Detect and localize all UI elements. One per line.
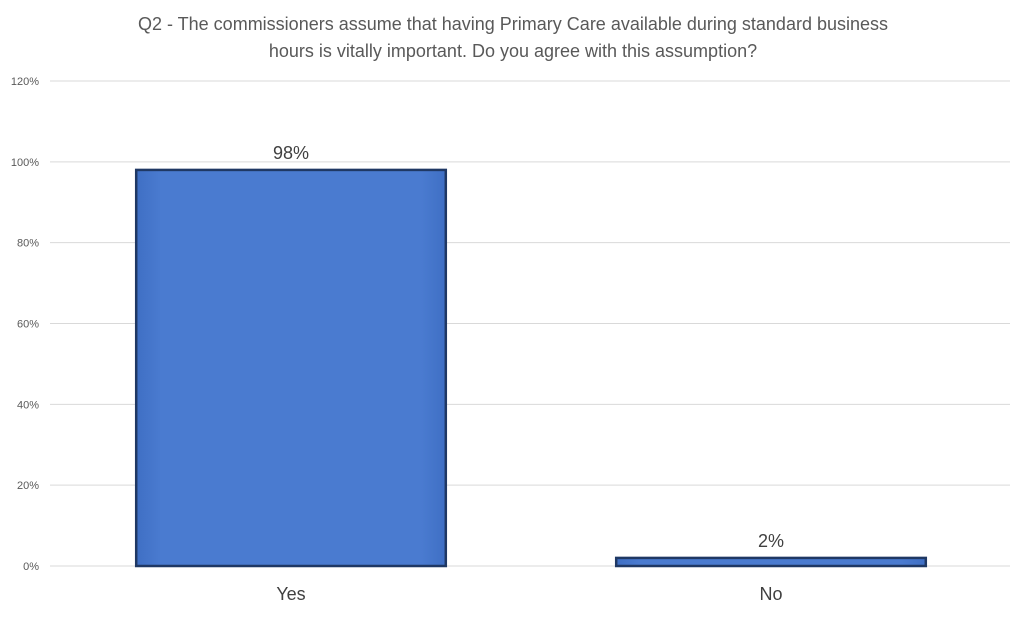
y-axis-ticks: 0% 20% 40% 60% 80% 100% 120%: [11, 76, 39, 573]
bar-yes: [134, 168, 448, 568]
chart-title: Q2 - The commissioners assume that havin…: [138, 14, 888, 61]
y-tick-label: 20%: [17, 480, 39, 492]
y-tick-label: 120%: [11, 76, 39, 88]
y-tick-label: 0%: [23, 561, 39, 573]
y-tick-label: 100%: [11, 157, 39, 169]
x-axis-categories: Yes No: [276, 584, 782, 604]
data-label-yes: 98%: [273, 143, 309, 163]
y-tick-label: 40%: [17, 399, 39, 411]
chart-title-line-2: hours is vitally important. Do you agree…: [269, 41, 757, 61]
data-label-no: 2%: [758, 531, 784, 551]
chart-title-line-1: Q2 - The commissioners assume that havin…: [138, 14, 888, 34]
y-tick-label: 80%: [17, 238, 39, 250]
bar-no: [614, 556, 928, 568]
category-label-no: No: [759, 584, 782, 604]
y-tick-label: 60%: [17, 319, 39, 331]
category-label-yes: Yes: [276, 584, 305, 604]
data-labels: 98% 2%: [273, 143, 784, 551]
bars: [134, 168, 928, 568]
